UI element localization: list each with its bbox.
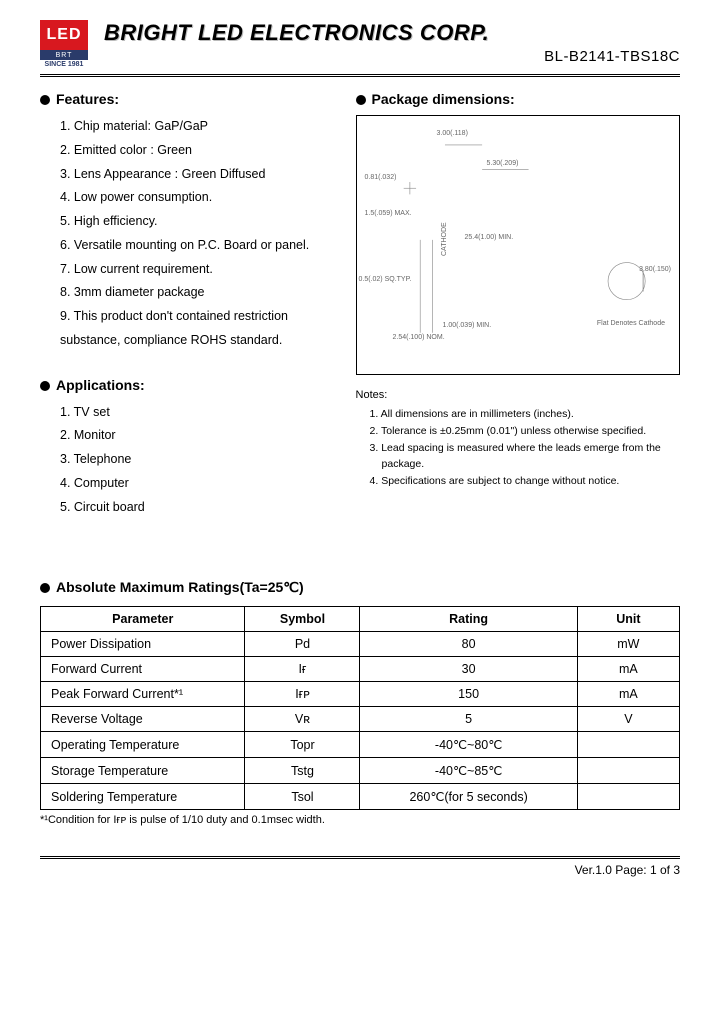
cell-symbol: Vʀ xyxy=(245,707,360,732)
ratings-table: Parameter Symbol Rating Unit Power Dissi… xyxy=(40,606,680,810)
pager: Ver.1.0 Page: 1 of 3 xyxy=(40,863,680,877)
footer-divider xyxy=(40,856,680,859)
feature-item: 9. This product don't contained restrict… xyxy=(58,305,340,353)
package-note: 1. All dimensions are in millimeters (in… xyxy=(370,407,680,422)
cell-symbol: Pd xyxy=(245,632,360,657)
features-title: Features: xyxy=(40,91,340,107)
table-row: Reverse VoltageVʀ5V xyxy=(41,707,680,732)
logo: LED BRT SINCE 1981 xyxy=(40,20,94,68)
application-item: 3. Telephone xyxy=(58,448,340,472)
cell-unit: mA xyxy=(577,682,679,707)
cell-unit: V xyxy=(577,707,679,732)
cell-rating: 5 xyxy=(360,707,577,732)
package-notes-title: Notes: xyxy=(356,389,680,401)
feature-item: 2. Emitted color : Green xyxy=(58,139,340,163)
logo-sub-text: BRT xyxy=(56,52,73,59)
cell-param: Reverse Voltage xyxy=(41,707,245,732)
package-note: 3. Lead spacing is measured where the le… xyxy=(370,441,680,471)
ratings-footnote: *¹Condition for Iғᴘ is pulse of 1/10 dut… xyxy=(40,814,680,826)
col-unit: Unit xyxy=(577,607,679,632)
cell-rating: 260℃(for 5 seconds) xyxy=(360,784,577,810)
cell-rating: 30 xyxy=(360,657,577,682)
feature-item: 5. High efficiency. xyxy=(58,210,340,234)
table-row: Soldering TemperatureTsol260℃(for 5 seco… xyxy=(41,784,680,810)
package-note: 4. Specifications are subject to change … xyxy=(370,474,680,489)
company-block: BRIGHT LED ELECTRONICS CORP. BL-B2141-TB… xyxy=(104,20,680,65)
ratings-section: Absolute Maximum Ratings(Ta=25℃) Paramet… xyxy=(40,579,680,826)
table-row: Storage TemperatureTstg-40℃~85℃ xyxy=(41,758,680,784)
logo-sub: BRT xyxy=(40,50,88,60)
cell-param: Power Dissipation xyxy=(41,632,245,657)
cell-symbol: Topr xyxy=(245,732,360,758)
features-list: 1. Chip material: GaP/GaP 2. Emitted col… xyxy=(40,115,340,353)
application-item: 1. TV set xyxy=(58,401,340,425)
table-row: Power DissipationPd80mW xyxy=(41,632,680,657)
cell-symbol: Iғᴘ xyxy=(245,682,360,707)
feature-item: 4. Low power consumption. xyxy=(58,186,340,210)
feature-item: 7. Low current requirement. xyxy=(58,258,340,282)
package-note: 2. Tolerance is ±0.25mm (0.01") unless o… xyxy=(370,424,680,439)
part-number: BL-B2141-TBS18C xyxy=(104,48,680,65)
feature-item: 8. 3mm diameter package xyxy=(58,281,340,305)
cell-symbol: Iғ xyxy=(245,657,360,682)
cell-param: Soldering Temperature xyxy=(41,784,245,810)
header: LED BRT SINCE 1981 BRIGHT LED ELECTRONIC… xyxy=(40,20,680,68)
logo-text: LED xyxy=(47,26,82,44)
table-row: Operating TemperatureTopr-40℃~80℃ xyxy=(41,732,680,758)
cell-unit xyxy=(577,758,679,784)
applications-list: 1. TV set 2. Monitor 3. Telephone 4. Com… xyxy=(40,401,340,520)
col-symbol: Symbol xyxy=(245,607,360,632)
applications-block: Applications: 1. TV set 2. Monitor 3. Te… xyxy=(40,377,340,520)
cell-param: Forward Current xyxy=(41,657,245,682)
application-item: 2. Monitor xyxy=(58,424,340,448)
application-item: 4. Computer xyxy=(58,472,340,496)
cell-symbol: Tstg xyxy=(245,758,360,784)
cell-param: Operating Temperature xyxy=(41,732,245,758)
col-rating: Rating xyxy=(360,607,577,632)
column-right: Package dimensions: 3.00(.118) 5.30(.209… xyxy=(356,91,680,519)
table-row: Peak Forward Current*¹Iғᴘ150mA xyxy=(41,682,680,707)
logo-box: LED xyxy=(40,20,88,50)
cell-unit: mA xyxy=(577,657,679,682)
package-svg xyxy=(357,116,679,374)
package-notes: 1. All dimensions are in millimeters (in… xyxy=(356,407,680,489)
cell-symbol: Tsol xyxy=(245,784,360,810)
cell-rating: 150 xyxy=(360,682,577,707)
application-item: 5. Circuit board xyxy=(58,496,340,520)
feature-item: 6. Versatile mounting on P.C. Board or p… xyxy=(58,234,340,258)
company-name: BRIGHT LED ELECTRONICS CORP. xyxy=(104,20,680,46)
cell-unit: mW xyxy=(577,632,679,657)
feature-item: 1. Chip material: GaP/GaP xyxy=(58,115,340,139)
table-row: Forward CurrentIғ30mA xyxy=(41,657,680,682)
logo-since: SINCE 1981 xyxy=(40,61,88,68)
cell-param: Peak Forward Current*¹ xyxy=(41,682,245,707)
cell-unit xyxy=(577,784,679,810)
package-title: Package dimensions: xyxy=(356,91,680,107)
cell-unit xyxy=(577,732,679,758)
columns: Features: 1. Chip material: GaP/GaP 2. E… xyxy=(40,91,680,519)
feature-item: 3. Lens Appearance : Green Diffused xyxy=(58,163,340,187)
header-divider xyxy=(40,74,680,77)
ratings-title: Absolute Maximum Ratings(Ta=25℃) xyxy=(40,579,680,596)
table-header-row: Parameter Symbol Rating Unit xyxy=(41,607,680,632)
cell-rating: 80 xyxy=(360,632,577,657)
package-diagram: 3.00(.118) 5.30(.209) 0.81(.032) 1.5(.05… xyxy=(356,115,680,375)
cell-rating: -40℃~85℃ xyxy=(360,758,577,784)
col-parameter: Parameter xyxy=(41,607,245,632)
cell-param: Storage Temperature xyxy=(41,758,245,784)
column-left: Features: 1. Chip material: GaP/GaP 2. E… xyxy=(40,91,340,519)
cell-rating: -40℃~80℃ xyxy=(360,732,577,758)
applications-title: Applications: xyxy=(40,377,340,393)
